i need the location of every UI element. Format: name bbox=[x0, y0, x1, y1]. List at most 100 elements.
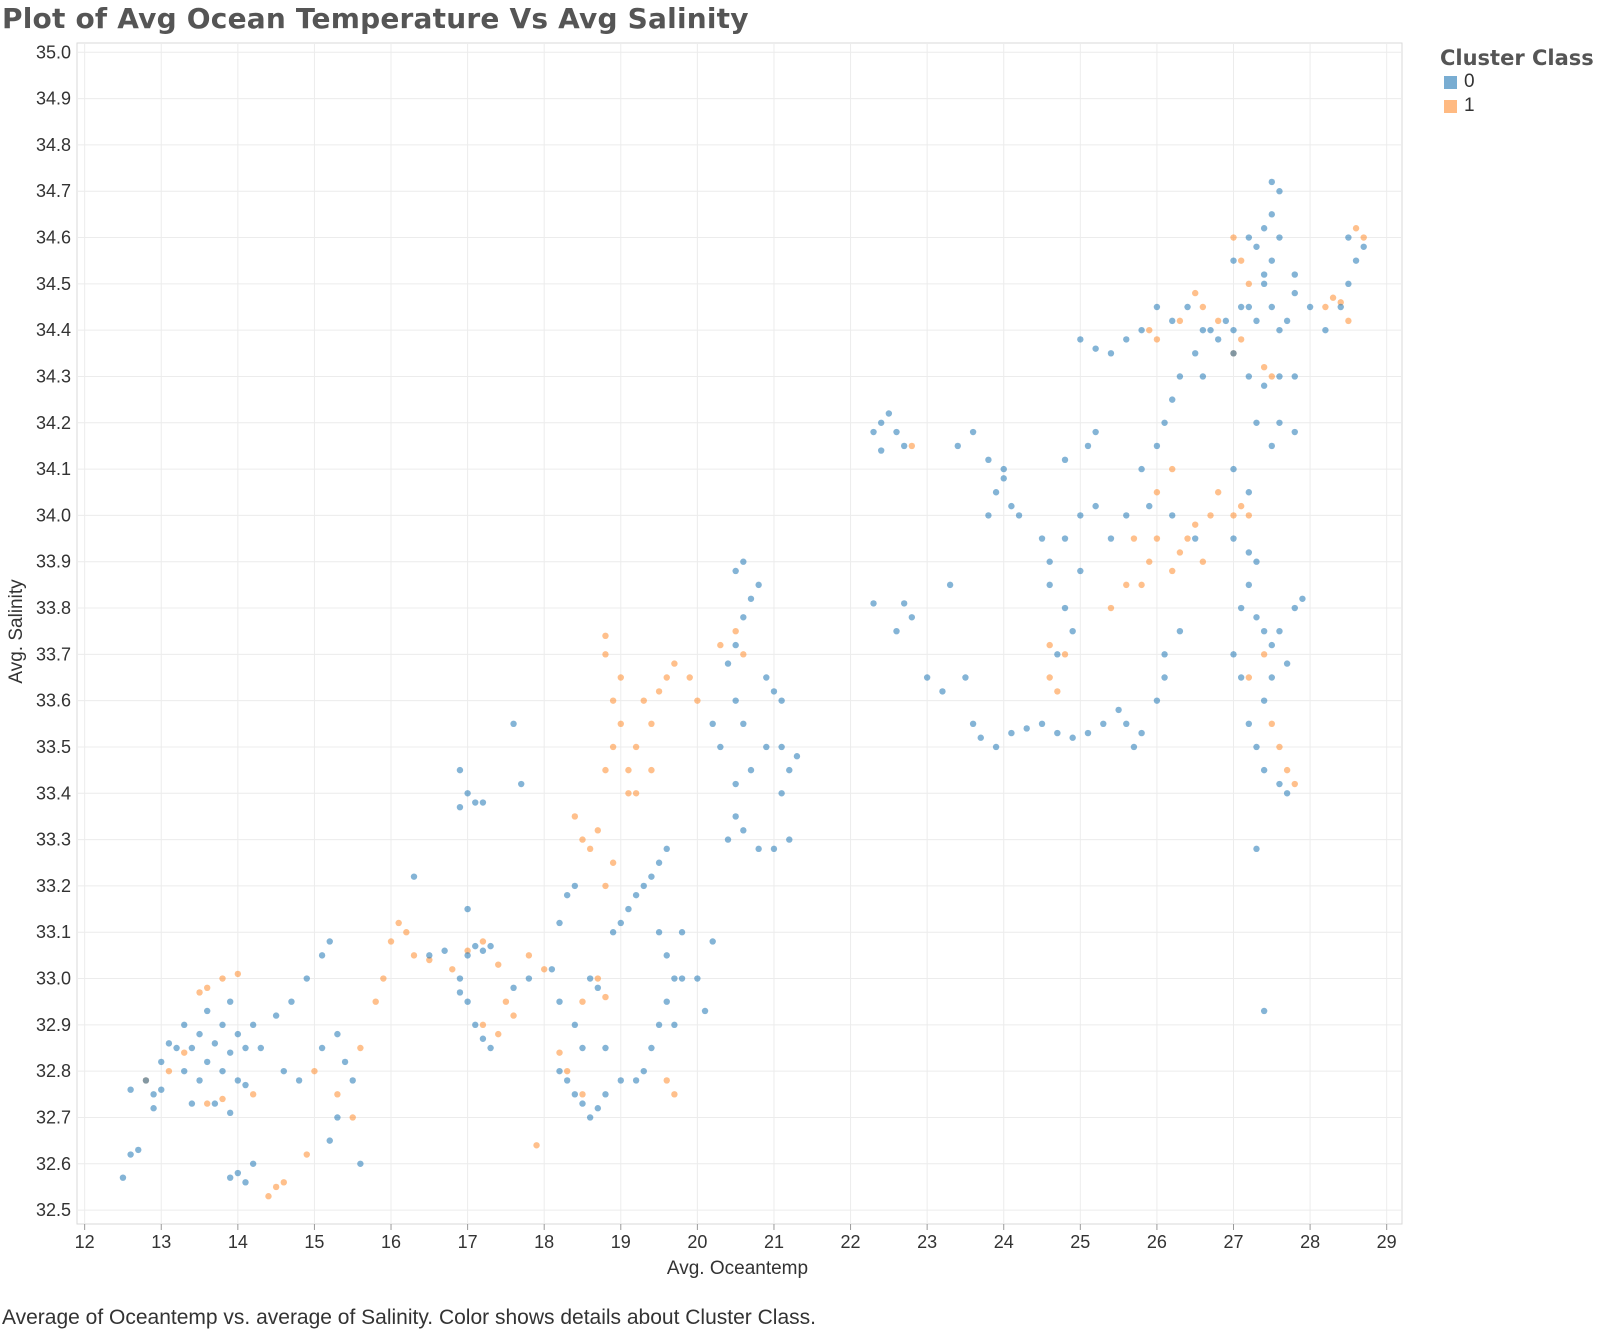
data-point-class-1 bbox=[632, 743, 640, 751]
data-point-class-0 bbox=[724, 660, 732, 667]
data-point-class-0 bbox=[763, 674, 770, 681]
data-point-class-0 bbox=[349, 1077, 356, 1084]
data-point-class-1 bbox=[655, 688, 663, 695]
data-point-class-1 bbox=[609, 859, 617, 866]
data-point-class-0 bbox=[602, 1044, 609, 1052]
data-point-class-0 bbox=[1253, 317, 1260, 325]
legend-label-1: 1 bbox=[1464, 95, 1475, 116]
data-point-class-1 bbox=[410, 952, 418, 959]
x-tick-label: 20 bbox=[687, 1232, 707, 1252]
data-point-class-0 bbox=[671, 975, 678, 982]
data-point-class-1 bbox=[1245, 280, 1253, 288]
data-point-class-0 bbox=[1061, 456, 1069, 464]
data-point-class-0 bbox=[1260, 766, 1268, 774]
data-point-class-0 bbox=[226, 1049, 234, 1056]
data-point-class-0 bbox=[204, 1007, 211, 1015]
data-point-class-0 bbox=[1023, 725, 1030, 732]
x-tick-label: 16 bbox=[381, 1232, 401, 1252]
data-point-class-1 bbox=[1214, 489, 1222, 496]
data-point-class-0 bbox=[1169, 396, 1176, 403]
data-point-class-1 bbox=[1153, 489, 1161, 496]
legend-item-0[interactable]: 0 bbox=[1444, 70, 1594, 94]
y-tick-label: 33.7 bbox=[36, 644, 71, 664]
legend-item-1[interactable]: 1 bbox=[1444, 94, 1594, 118]
data-point-class-0 bbox=[763, 743, 770, 751]
data-point-class-1 bbox=[495, 961, 502, 968]
data-point-class-0 bbox=[188, 1100, 196, 1107]
data-point-class-1 bbox=[586, 845, 594, 853]
data-point-class-0 bbox=[1230, 326, 1237, 334]
data-point-class-0 bbox=[770, 845, 778, 853]
data-point-class-0 bbox=[1291, 604, 1298, 612]
data-point-class-0 bbox=[1192, 350, 1199, 357]
data-point-class-1 bbox=[632, 790, 640, 797]
y-tick-label: 33.1 bbox=[36, 922, 71, 942]
data-point-class-0 bbox=[1260, 280, 1268, 288]
data-point-class-0 bbox=[1038, 720, 1046, 728]
data-point-class-1 bbox=[640, 697, 647, 704]
data-point-class-0 bbox=[204, 1058, 211, 1066]
data-point-class-0 bbox=[510, 720, 517, 728]
data-point-class-1 bbox=[219, 975, 226, 982]
data-point-class-0 bbox=[441, 947, 448, 954]
data-point-class-1 bbox=[648, 720, 655, 728]
data-point-class-0 bbox=[694, 975, 701, 982]
data-point-class-0 bbox=[1345, 280, 1352, 288]
data-point-class-0 bbox=[1276, 627, 1283, 635]
data-point-class-1 bbox=[311, 1067, 318, 1075]
data-point-class-0 bbox=[1092, 502, 1099, 510]
data-point-class-0 bbox=[1276, 234, 1283, 241]
data-point-class-0 bbox=[249, 1160, 257, 1167]
data-point-class-0 bbox=[969, 428, 977, 436]
data-point-class-0 bbox=[1245, 581, 1253, 589]
data-point-class-0 bbox=[1352, 257, 1360, 264]
data-point-class-1 bbox=[1192, 289, 1199, 297]
data-point-class-1 bbox=[249, 1091, 257, 1098]
data-point-class-0 bbox=[1360, 243, 1367, 250]
data-point-class-1 bbox=[464, 947, 471, 954]
data-point-class-1 bbox=[204, 1100, 211, 1107]
y-tick-label: 33.0 bbox=[36, 969, 71, 989]
legend-title: Cluster Class bbox=[1440, 46, 1594, 70]
data-point-class-1 bbox=[1360, 234, 1367, 241]
data-point-class-1 bbox=[740, 651, 747, 658]
data-point-class-1 bbox=[533, 1142, 540, 1149]
data-point-class-0 bbox=[1054, 651, 1061, 658]
data-point-class-0 bbox=[962, 674, 969, 681]
data-point-class-0 bbox=[893, 627, 900, 635]
y-tick-label: 32.8 bbox=[36, 1061, 71, 1081]
legend-label-0: 0 bbox=[1464, 71, 1475, 92]
data-point-class-0 bbox=[556, 919, 563, 927]
data-point-class-0 bbox=[747, 595, 755, 602]
data-point-class-0 bbox=[1230, 257, 1237, 264]
data-point-class-0 bbox=[1230, 535, 1237, 542]
x-tick-label: 18 bbox=[534, 1232, 554, 1252]
data-point-class-0 bbox=[127, 1151, 134, 1158]
y-tick-label: 33.6 bbox=[36, 691, 71, 711]
data-point-class-0 bbox=[188, 1044, 196, 1052]
data-point-class-0 bbox=[1260, 225, 1268, 232]
data-point-class-0 bbox=[1237, 604, 1245, 612]
data-point-class-0 bbox=[127, 1086, 134, 1093]
data-point-class-0 bbox=[1138, 465, 1145, 473]
data-point-class-0 bbox=[1276, 188, 1283, 195]
data-point-class-0 bbox=[755, 581, 762, 589]
data-point-class-0 bbox=[571, 882, 579, 890]
data-point-class-0 bbox=[158, 1058, 165, 1066]
data-point-class-0 bbox=[1245, 720, 1253, 728]
data-point-class-0 bbox=[870, 428, 877, 436]
data-point-class-1 bbox=[380, 975, 387, 982]
data-point-class-1 bbox=[349, 1114, 356, 1121]
data-point-class-0 bbox=[755, 845, 762, 853]
data-point-class-0 bbox=[709, 938, 716, 945]
y-tick-label: 34.8 bbox=[36, 135, 71, 155]
data-point-class-1 bbox=[1199, 303, 1207, 311]
data-point-class-0 bbox=[464, 952, 471, 959]
data-point-class-0 bbox=[579, 1044, 586, 1052]
data-point-class-0 bbox=[280, 1067, 287, 1075]
data-point-class-1 bbox=[1322, 303, 1329, 311]
data-point-class-1 bbox=[579, 998, 586, 1005]
data-point-class-0 bbox=[1015, 512, 1023, 519]
data-point-class-0 bbox=[249, 1021, 257, 1029]
data-point-class-1 bbox=[181, 1049, 188, 1056]
